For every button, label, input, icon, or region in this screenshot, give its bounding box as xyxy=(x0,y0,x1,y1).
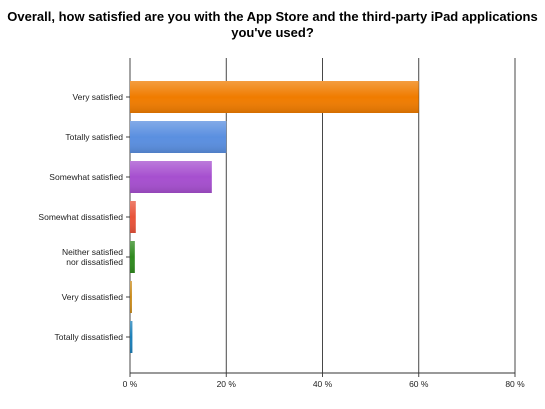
chart-title: Overall, how satisfied are you with the … xyxy=(7,9,538,40)
bar-shading xyxy=(130,241,135,273)
category-label: Very satisfied xyxy=(72,92,123,102)
category-label: nor dissatisfied xyxy=(66,257,123,267)
x-tick-label: 80 % xyxy=(505,379,525,389)
category-label: Totally dissatisfied xyxy=(54,332,123,342)
category-labels: Very satisfied Totally satisfied Somewhat … xyxy=(38,92,123,342)
x-tick-label: 40 % xyxy=(313,379,333,389)
category-label: Somewhat satisfied xyxy=(49,172,123,182)
bar-shading xyxy=(130,81,419,113)
x-tick-label: 20 % xyxy=(217,379,237,389)
bar-shading xyxy=(130,161,212,193)
x-tick-label: 60 % xyxy=(409,379,429,389)
x-tick-label: 0 % xyxy=(123,379,138,389)
category-label: Neither satisfied xyxy=(62,247,123,257)
category-label: Somewhat dissatisfied xyxy=(38,212,123,222)
x-tick-labels: 0 % 20 % 40 % 60 % 80 % xyxy=(123,379,525,389)
bar-shading xyxy=(130,201,136,233)
bar-shading xyxy=(130,121,227,153)
bar-shading xyxy=(130,281,132,313)
category-label: Totally satisfied xyxy=(65,132,123,142)
category-label: Very dissatisfied xyxy=(62,292,124,302)
bar-shading xyxy=(130,321,133,353)
bars xyxy=(130,81,419,353)
